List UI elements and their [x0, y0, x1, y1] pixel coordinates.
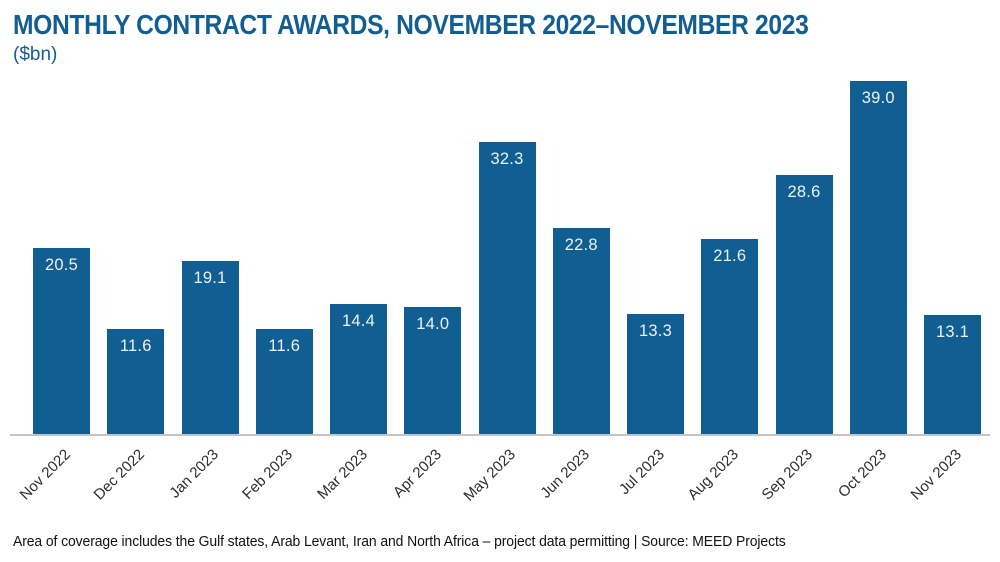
bar-jun-2023: 22.8 — [552, 227, 610, 434]
bar-column: 32.3 May 2023 — [460, 81, 536, 505]
bar-value-label: 19.1 — [193, 269, 227, 288]
bar-sep-2023: 28.6 — [775, 175, 833, 434]
bar-column: 19.1 Jan 2023 — [166, 81, 239, 502]
bar-column: 22.8 Jun 2023 — [538, 81, 610, 502]
chart-unit-subtitle: ($bn) — [13, 44, 58, 65]
bar-column: 14.0 Apr 2023 — [390, 81, 462, 501]
bar-value-label: 20.5 — [45, 256, 78, 275]
bar-value-label: 14.0 — [416, 315, 450, 334]
bar-column: 13.1 Nov 2023 — [907, 81, 981, 503]
bar-value-label: 28.6 — [787, 183, 821, 202]
bar-value-label: 13.3 — [639, 321, 672, 340]
bar-value-label: 14.4 — [342, 311, 375, 330]
bar-nov-2022: 20.5 — [33, 248, 90, 434]
bar-mar-2023: 14.4 — [330, 303, 387, 434]
bar-value-label: 22.8 — [564, 235, 598, 254]
bar-column: 11.6 Dec 2022 — [90, 81, 165, 503]
plot-area: 20.5 Nov 2022 11.6 Dec 2022 19.1 Jan 2023 11.6… — [10, 81, 990, 505]
bar-column: 13.3 Jul 2023 — [615, 81, 684, 498]
bar-apr-2023: 14.0 — [404, 307, 462, 434]
bar-column: 39.0 Oct 2023 — [835, 81, 907, 501]
bar-jan-2023: 19.1 — [181, 261, 239, 434]
chart-title: MONTHLY CONTRACT AWARDS, NOVEMBER 2022–N… — [13, 9, 809, 40]
bar-value-label: 39.0 — [861, 89, 895, 107]
bar-value-label: 21.6 — [713, 246, 747, 265]
bar-dec-2022: 11.6 — [107, 329, 165, 434]
source-note: Area of coverage includes the Gulf state… — [13, 533, 786, 550]
bar-aug-2023: 21.6 — [701, 238, 759, 434]
bar-feb-2023: 11.6 — [255, 329, 313, 434]
bar-value-label: 11.6 — [268, 337, 301, 355]
bar-may-2023: 32.3 — [478, 141, 536, 434]
bar-value-label: 32.3 — [490, 149, 524, 168]
bar-column: 11.6 Feb 2023 — [239, 81, 313, 503]
bar-column: 28.6 Sep 2023 — [759, 81, 833, 503]
bar-column: 21.6 Aug 2023 — [684, 81, 759, 503]
bar-oct-2023: 39.0 — [849, 81, 907, 434]
bar-value-label: 13.1 — [936, 323, 969, 342]
bar-jul-2023: 13.3 — [627, 313, 684, 434]
bar-column: 14.4 Mar 2023 — [314, 81, 387, 503]
bar-value-label: 11.6 — [119, 337, 152, 355]
bar-column: 20.5 Nov 2022 — [16, 81, 90, 503]
bar-nov-2023: 13.1 — [924, 315, 981, 434]
bars: 20.5 Nov 2022 11.6 Dec 2022 19.1 Jan 2023 11.6… — [16, 81, 981, 505]
